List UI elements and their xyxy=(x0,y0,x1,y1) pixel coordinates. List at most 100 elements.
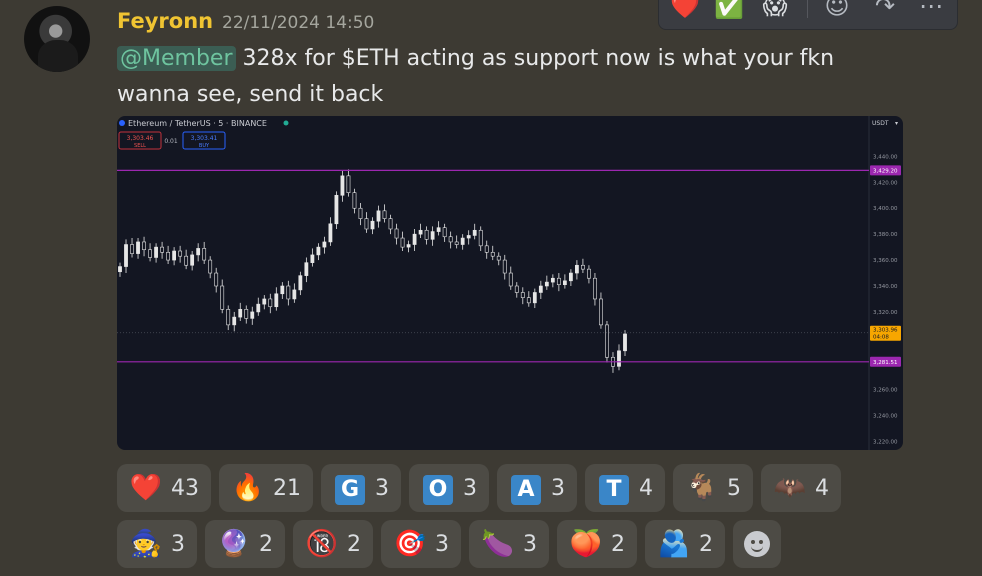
candle-body xyxy=(202,248,207,261)
eggplant-icon: 🍆 xyxy=(481,529,515,559)
candle-body xyxy=(376,210,381,222)
candle-body xyxy=(340,175,345,196)
level-price-label: 3,429.20 xyxy=(873,168,898,174)
candle-body xyxy=(568,272,573,282)
message-timestamp: 22/11/2024 14:50 xyxy=(222,13,375,33)
people-hugging-icon: 🫂 xyxy=(657,529,691,559)
candle-body xyxy=(304,262,309,276)
reaction-mage[interactable]: 🧙 3 xyxy=(117,520,197,568)
add-reaction-button[interactable]: ☺ xyxy=(819,0,855,21)
candle-body xyxy=(617,350,621,367)
candle-body xyxy=(124,244,128,267)
reaction-fire[interactable]: 🔥 21 xyxy=(219,464,313,512)
candle-body xyxy=(148,249,152,258)
reaction-dart[interactable]: 🎯 3 xyxy=(381,520,461,568)
candle-body xyxy=(298,275,303,291)
candle-body xyxy=(562,280,567,286)
reaction-count: 2 xyxy=(259,531,273,557)
candle-body xyxy=(160,246,164,253)
candle-body xyxy=(442,227,447,238)
reaction-goat[interactable]: 🐐 5 xyxy=(673,464,753,512)
candle-body xyxy=(496,255,501,261)
candle-body xyxy=(256,303,261,313)
candle-body xyxy=(346,175,351,193)
underage-icon: 🔞 xyxy=(305,529,339,559)
message-hover-toolbar: ❤️ ✅ 😱 ☺ ↷ ⋯ xyxy=(658,0,958,30)
candle-body xyxy=(502,259,507,274)
letter-a-icon: A xyxy=(511,475,541,505)
currency-dropdown-icon[interactable]: ▾ xyxy=(895,120,898,127)
author-avatar[interactable] xyxy=(24,6,90,72)
reaction-peach[interactable]: 🍑 2 xyxy=(557,520,637,568)
market-open-icon xyxy=(283,120,289,126)
more-button[interactable]: ⋯ xyxy=(913,0,949,21)
price-chart: Ethereum / TetherUS · 5 · BINANCE 3,303.… xyxy=(117,116,901,450)
sell-price: 3,303.46 xyxy=(127,135,154,142)
author-name[interactable]: Feyronn xyxy=(117,9,214,33)
sell-button[interactable] xyxy=(118,131,162,150)
candle-body xyxy=(232,316,237,326)
letter-o-icon: O xyxy=(423,475,453,505)
reaction-crystal-ball[interactable]: 🔮 2 xyxy=(205,520,285,568)
level-price-tag xyxy=(870,356,901,367)
candle-body xyxy=(412,233,417,245)
candle-body xyxy=(196,248,201,256)
heart-reaction-button[interactable]: ❤️ xyxy=(667,0,703,21)
candle-body xyxy=(172,250,177,261)
chart-attachment-image[interactable]: Ethereum / TetherUS · 5 · BINANCE 3,303.… xyxy=(117,116,903,450)
reaction-count: 43 xyxy=(171,475,199,501)
reaction-underage[interactable]: 🔞 2 xyxy=(293,520,373,568)
reaction-count: 3 xyxy=(375,475,389,501)
dart-icon: 🎯 xyxy=(393,529,427,559)
candle-body xyxy=(154,246,158,258)
candle-body xyxy=(448,236,453,243)
candle-body xyxy=(136,241,140,254)
price-tick-label: 3,320.00 xyxy=(873,310,898,316)
candles xyxy=(118,169,627,373)
candle-body xyxy=(292,289,297,300)
buy-button[interactable] xyxy=(182,131,226,150)
candle-body xyxy=(593,277,597,300)
price-tick-label: 3,420.00 xyxy=(873,180,898,186)
reaction-count: 3 xyxy=(523,531,537,557)
reaction-count: 21 xyxy=(273,475,301,501)
heart-icon: ❤️ xyxy=(129,473,163,503)
reaction-eggplant[interactable]: 🍆 3 xyxy=(469,520,549,568)
bar-countdown-label: 04:08 xyxy=(873,335,889,341)
buy-price: 3,303.41 xyxy=(191,135,218,142)
price-tick-label: 3,340.00 xyxy=(873,284,898,290)
candle-body xyxy=(166,252,170,261)
price-tick-label: 3,400.00 xyxy=(873,206,898,212)
add-reaction-button[interactable] xyxy=(733,520,781,568)
candle-body xyxy=(280,285,285,295)
candle-body xyxy=(352,192,357,209)
candle-body xyxy=(526,297,531,304)
more-icon: ⋯ xyxy=(919,0,943,20)
chart-header: Ethereum / TetherUS · 5 · BINANCE xyxy=(128,119,267,128)
candle-body xyxy=(532,292,537,304)
reply-button[interactable]: ↷ xyxy=(867,0,903,21)
user-mention[interactable]: @Member xyxy=(117,46,236,71)
level-price-label: 3,281.51 xyxy=(873,360,898,366)
scream-reaction-button[interactable]: 😱 xyxy=(757,0,793,21)
message-content: @Member 328x for $ETH acting as support … xyxy=(117,41,877,113)
candle-body xyxy=(226,309,231,326)
spread-value: 0.01 xyxy=(164,138,178,145)
candle-body xyxy=(142,241,146,251)
reaction-people-hugging[interactable]: 🫂 2 xyxy=(645,520,725,568)
candle-body xyxy=(220,285,225,310)
fire-icon: 🔥 xyxy=(231,473,265,503)
candle-body xyxy=(466,235,471,239)
reaction-bat[interactable]: 🦇 4 xyxy=(761,464,841,512)
candle-body xyxy=(436,227,441,232)
reaction-heart[interactable]: ❤️ 43 xyxy=(117,464,211,512)
toolbar-divider xyxy=(807,0,808,18)
check-reaction-button[interactable]: ✅ xyxy=(711,0,747,21)
candle-body xyxy=(460,237,465,245)
price-tick-label: 3,360.00 xyxy=(873,258,898,264)
candle-body xyxy=(262,298,267,305)
